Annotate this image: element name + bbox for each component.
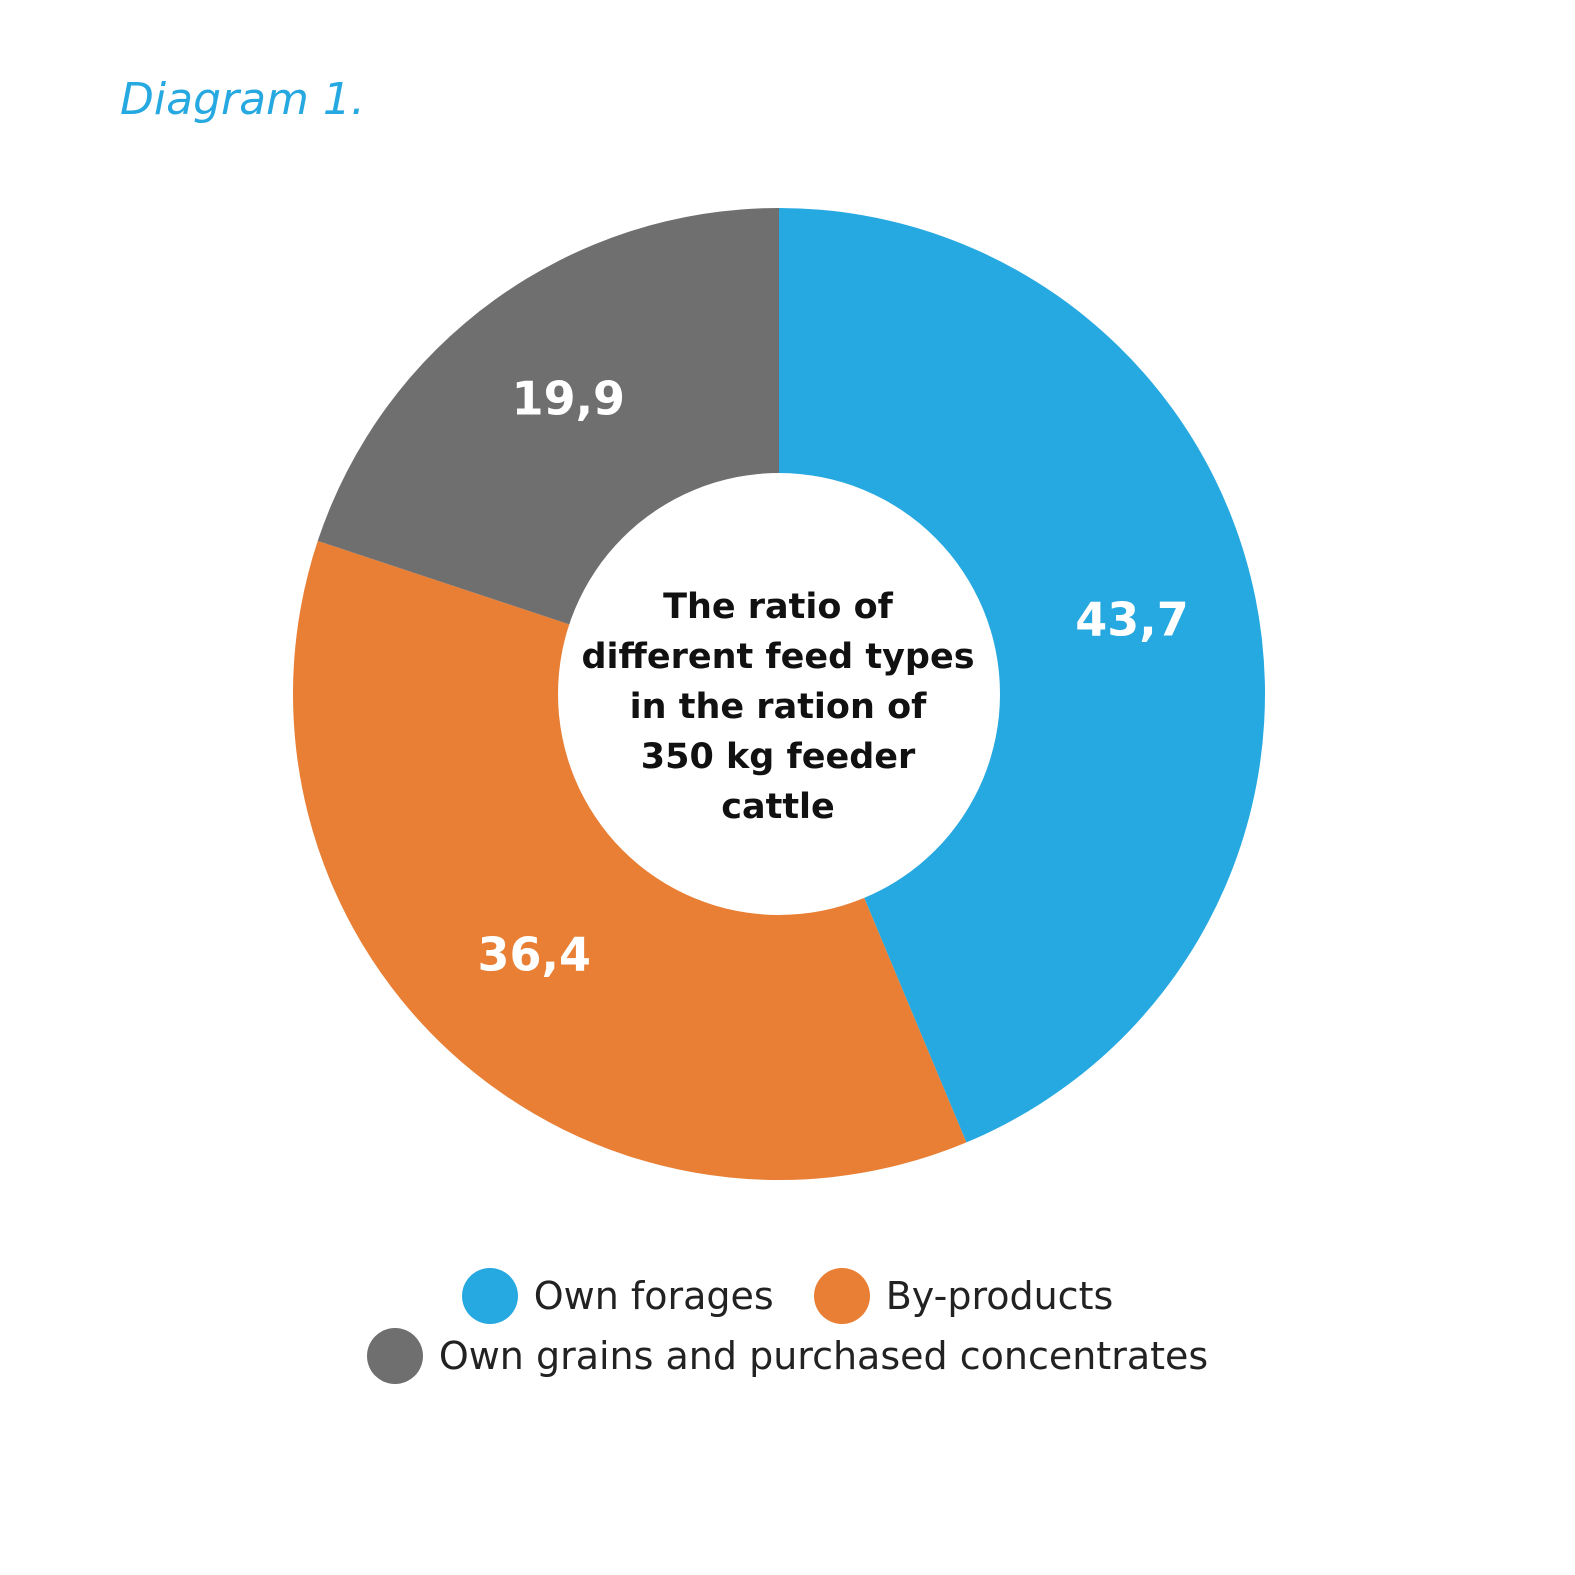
- legend-row: Own grains and purchased concentrates: [0, 1326, 1575, 1386]
- chart-title-line: cattle: [721, 787, 835, 827]
- legend-label: Own forages: [533, 1274, 774, 1318]
- pie-slice-own-forages: [779, 208, 1265, 1143]
- slice-value-label: 43,7: [1075, 593, 1189, 647]
- legend-swatch-gray: [366, 1328, 423, 1384]
- chart-title-line: different feed types: [581, 637, 975, 677]
- legend-swatch-orange: [813, 1268, 870, 1324]
- chart-title-line: in the ration of: [629, 687, 927, 727]
- legend-label: Own grains and purchased concentrates: [438, 1334, 1209, 1378]
- pie-slice-by-products: [293, 540, 967, 1180]
- chart-title-line: 350 kg feeder: [640, 737, 916, 777]
- chart-title-line: The ratio of: [663, 587, 893, 627]
- slice-value-label: 19,9: [512, 372, 626, 426]
- chart-title: The ratio of different feed types in the…: [558, 582, 998, 832]
- slice-value-label: 36,4: [477, 927, 591, 981]
- legend: Own forages By-products Own grains and p…: [0, 1266, 1575, 1386]
- legend-item-by-products: By-products: [813, 1268, 1114, 1324]
- legend-item-own-forages: Own forages: [461, 1268, 774, 1324]
- legend-item-own-grains: Own grains and purchased concentrates: [366, 1328, 1209, 1384]
- legend-swatch-blue: [461, 1268, 518, 1324]
- figure-label: Diagram 1.: [120, 74, 365, 125]
- legend-label: By-products: [885, 1274, 1114, 1318]
- donut-hole: [558, 473, 1000, 915]
- legend-row: Own forages By-products: [0, 1266, 1575, 1326]
